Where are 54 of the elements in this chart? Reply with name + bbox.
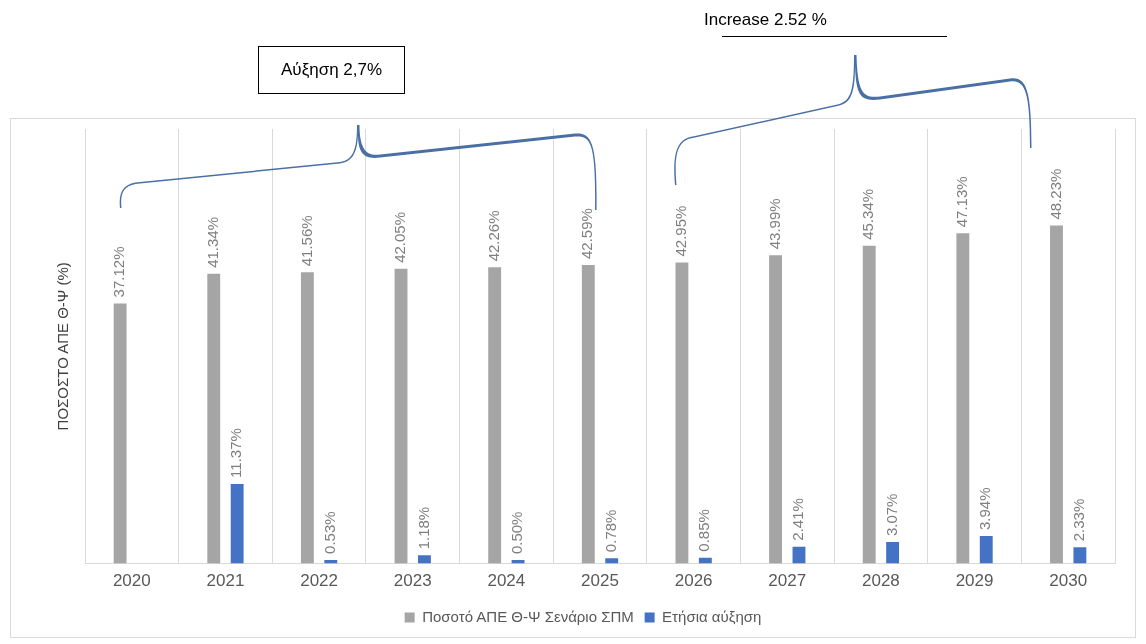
bar [675, 262, 689, 564]
data-label: 0.50% [508, 511, 526, 555]
bar [605, 558, 619, 564]
bar [488, 267, 502, 564]
text: Αύξηση 2,7% [258, 46, 406, 94]
bar [113, 303, 127, 564]
bar [862, 245, 876, 564]
data-label: 43.99% [765, 198, 783, 250]
legend-label: Ετήσια αύξηση [662, 607, 762, 625]
bar [581, 265, 595, 564]
bar [207, 273, 221, 564]
data-label: 0.85% [695, 509, 713, 552]
data-label: 0.53% [320, 511, 338, 554]
data-label: 45.34% [859, 188, 877, 240]
data-label: 42.59% [578, 208, 596, 260]
data-label: 48.23% [1046, 168, 1064, 220]
x-tick-label: 2026 [674, 571, 713, 591]
data-label: 3.07% [882, 493, 900, 537]
x-tick-label: 2030 [1049, 571, 1088, 591]
data-label: 0.78% [601, 509, 619, 553]
bar [417, 555, 431, 564]
data-label: 42.26% [484, 210, 502, 262]
x-tick-label: 2024 [487, 571, 526, 591]
data-label: 42.95% [672, 205, 690, 257]
x-tick-label: 2021 [206, 571, 245, 591]
text: Increase 2.52 % [704, 10, 827, 30]
bar [1050, 225, 1063, 564]
y-axis-title: ΠΟΣΟΣΤΟ ΑΠΕ Θ-Ψ (%) [54, 262, 72, 431]
bar [886, 542, 900, 564]
bar [979, 535, 993, 564]
bar [1073, 547, 1087, 564]
x-tick-label: 2020 [112, 571, 151, 591]
legend-label: Ποσοτό ΑΠΕ Θ-Ψ Σενάριο ΣΠΜ [422, 607, 634, 625]
data-label: 2.33% [1070, 498, 1088, 542]
data-label: 41.56% [297, 215, 315, 267]
bar [394, 268, 408, 564]
bar [230, 483, 244, 564]
data-label: 11.37% [227, 428, 245, 478]
data-label: 42.05% [391, 211, 409, 263]
bar [769, 255, 783, 564]
data-label: 3.94% [976, 487, 994, 530]
data-label: 2.41% [789, 498, 807, 541]
x-tick-label: 2025 [581, 571, 619, 591]
x-tick-label: 2029 [955, 571, 994, 591]
x-tick-label: 2028 [862, 571, 900, 591]
data-label: 41.34% [203, 216, 221, 268]
x-tick-label: 2023 [393, 571, 432, 591]
data-label: 37.12% [110, 246, 128, 298]
bar [956, 233, 970, 564]
data-label: 1.18% [414, 506, 432, 550]
bar [300, 272, 314, 564]
x-tick-label: 2027 [768, 571, 807, 591]
x-tick-label: 2022 [300, 571, 338, 591]
data-label: 47.13% [952, 176, 970, 228]
